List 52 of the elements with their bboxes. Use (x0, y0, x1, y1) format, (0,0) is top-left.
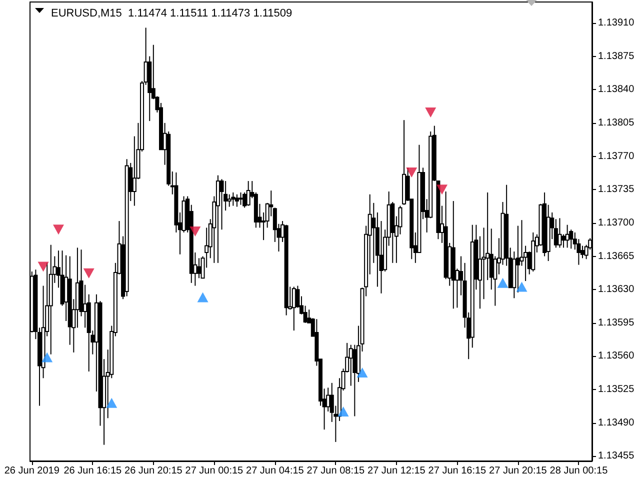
x-tick-label: 26 Jun 20:15 (124, 466, 183, 476)
candlestick (220, 178, 224, 230)
candlestick (231, 192, 236, 206)
y-tick-label: 1.13840 (598, 84, 635, 96)
x-tick-label: 26 Jun 16:15 (64, 466, 122, 476)
y-tick-label: 1.13525 (598, 384, 635, 396)
point (197, 292, 208, 302)
x-tick-label: 28 Jun 00:15 (550, 466, 608, 476)
y-tick-label: 1.13595 (598, 317, 635, 328)
point (83, 268, 94, 278)
candlestick (352, 344, 357, 417)
x-tick-label: 27 Jun 04:15 (246, 466, 304, 476)
x-tick-label: 27 Jun 12:15 (368, 466, 426, 476)
y-tick-label: 1.13910 (598, 17, 635, 28)
point (52, 224, 64, 235)
point (338, 406, 349, 416)
point (425, 107, 436, 118)
point (497, 278, 508, 288)
point (106, 398, 118, 408)
candlestick (565, 224, 570, 248)
y-tick-label: 1.13735 (598, 184, 635, 196)
point (190, 226, 201, 236)
candlestick (558, 218, 562, 248)
point (406, 167, 418, 178)
point (516, 282, 528, 292)
x-tick-label: 27 Jun 16:15 (428, 466, 487, 476)
y-tick-label: 1.13560 (598, 350, 635, 362)
point (38, 262, 49, 272)
y-tick-label: 1.13665 (598, 250, 635, 262)
candlestick (569, 229, 574, 250)
y-tick-label: 1.13490 (598, 417, 635, 428)
y-tick-label: 1.13630 (598, 284, 635, 296)
point (42, 352, 53, 362)
x-tick-label: 27 Jun 08:15 (306, 466, 366, 476)
y-tick-label: 1.13805 (598, 117, 635, 128)
y-tick-label: 1.13770 (598, 150, 635, 162)
candlestick (292, 286, 296, 332)
text: EURUSD,M15 1.11474 1.11511 1.11473 1.11509 (51, 8, 292, 20)
y-tick-label: 1.13875 (598, 50, 635, 62)
y-tick-label: 1.13455 (598, 450, 635, 462)
candlestick (246, 180, 250, 206)
y-tick-label: 1.13700 (598, 217, 635, 228)
x-tick-label: 27 Jun 20:15 (489, 466, 548, 476)
point (436, 184, 448, 195)
candlestick (227, 194, 232, 208)
candlestick (238, 192, 243, 206)
x-tick-label: 26 Jun 2019 (4, 466, 60, 476)
candlestick (562, 234, 566, 248)
candlestick (196, 258, 201, 279)
x-tick-label: 27 Jun 00:15 (185, 466, 244, 476)
candlestick (234, 194, 239, 208)
point (356, 367, 368, 378)
